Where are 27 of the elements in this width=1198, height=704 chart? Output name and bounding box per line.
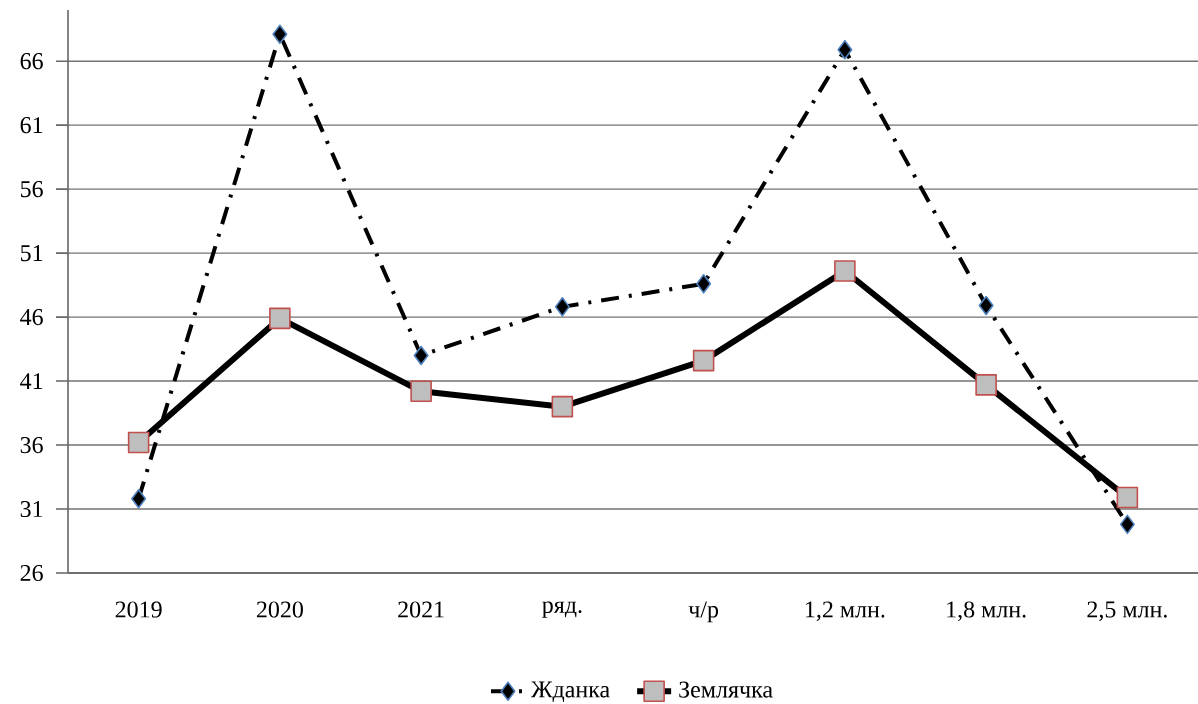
y-tick-label: 61	[20, 117, 43, 134]
y-tick-label: 26	[20, 564, 43, 582]
point	[131, 488, 147, 509]
x-tick-label: 2,5 млн.	[1087, 601, 1167, 621]
point	[837, 39, 853, 60]
y-tick-label: 51	[21, 245, 43, 262]
x-tick-label: 2020	[256, 601, 303, 618]
point	[272, 24, 288, 45]
y-tick-label: 66	[20, 53, 43, 70]
y-tick-label: 46	[20, 309, 43, 326]
x-tick-label: 2019	[115, 601, 162, 618]
x-tick-label: ряд.	[542, 601, 582, 618]
x-tick-label: 1,2 млн.	[806, 601, 885, 621]
x-tick-label: 2021	[398, 601, 444, 618]
y-tick-label: 36	[20, 436, 43, 454]
y-tick-label: 31	[20, 500, 43, 518]
point	[413, 345, 429, 366]
legend-label: Землячка	[679, 681, 773, 698]
x-tick-label: ч/р	[688, 601, 719, 623]
x-tick-label: 1,8 млн.	[947, 601, 1026, 622]
y-tick-label: 41	[20, 373, 43, 389]
point	[978, 295, 994, 316]
point	[696, 274, 712, 294]
y-tick-label: 56	[21, 181, 43, 198]
point	[554, 297, 570, 317]
legend-label: Жданка	[530, 681, 610, 702]
point	[1119, 514, 1135, 535]
